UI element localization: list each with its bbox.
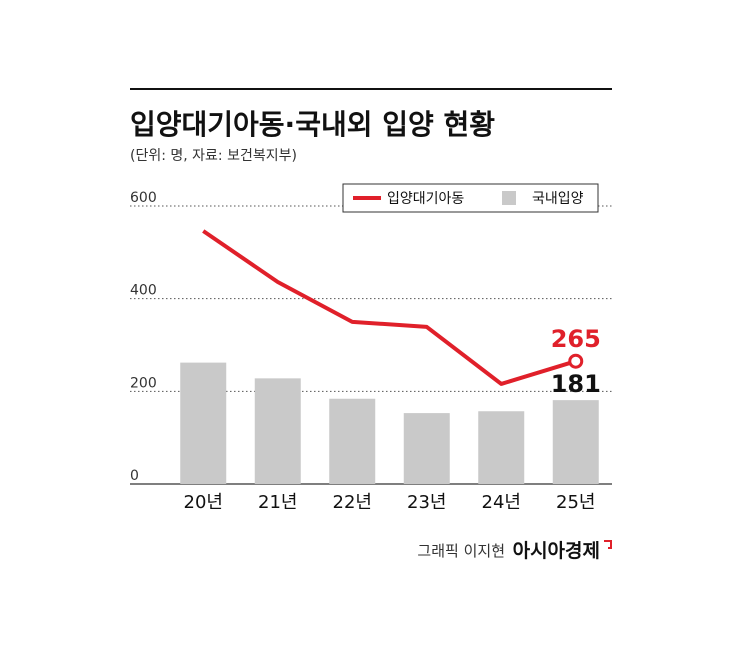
bar	[329, 398, 376, 484]
end-marker	[568, 353, 584, 369]
x-tick-label: 24년	[482, 492, 521, 513]
x-tick-label: 25년	[556, 492, 595, 513]
bar	[180, 362, 227, 484]
bar	[403, 413, 450, 484]
y-tick-label: 400	[130, 283, 157, 299]
credit: 그래픽 이지현	[417, 542, 505, 560]
bar	[478, 411, 525, 484]
y-tick-label: 0	[130, 468, 139, 484]
legend-box	[342, 183, 599, 213]
legend-swatch	[502, 191, 516, 205]
value-label: 181	[551, 370, 601, 398]
legend-label: 국내입양	[532, 191, 584, 207]
chart-subtitle: (단위: 명, 자료: 보건복지부)	[130, 148, 297, 164]
publisher-logo	[604, 540, 612, 549]
x-tick-label: 21년	[258, 492, 297, 513]
chart-title: 입양대기아동·국내외 입양 현황	[130, 108, 495, 141]
bar	[552, 400, 599, 484]
y-tick-label: 200	[130, 375, 157, 391]
line	[202, 229, 577, 386]
value-label: 265	[551, 325, 601, 353]
y-tick-label: 600	[130, 190, 157, 206]
x-tick-label: 20년	[184, 492, 223, 513]
x-tick-label: 22년	[333, 492, 372, 513]
bar	[254, 378, 301, 484]
x-tick-label: 23년	[407, 492, 446, 513]
publisher: 아시아경제	[513, 540, 600, 562]
legend-label: 입양대기아동	[387, 191, 464, 207]
